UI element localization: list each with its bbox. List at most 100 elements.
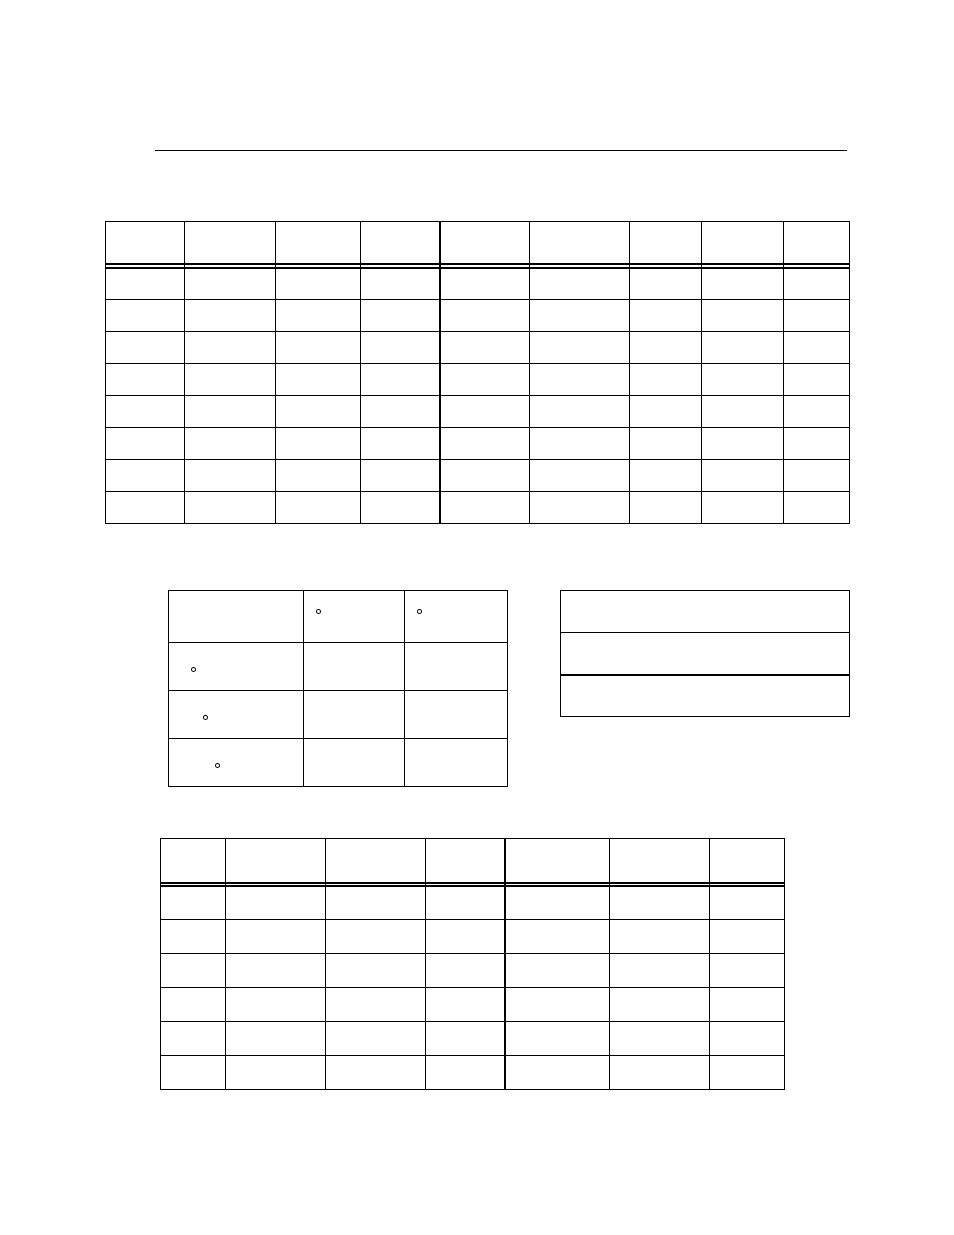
table-header-cell	[169, 591, 304, 643]
document-page	[0, 0, 954, 1235]
table-cell	[784, 364, 850, 396]
table-cell	[360, 364, 440, 396]
table-cell	[630, 396, 702, 428]
table-cell	[440, 460, 530, 492]
table-row	[561, 591, 850, 633]
table-cell	[610, 920, 710, 954]
table-cell	[702, 428, 784, 460]
table-cell	[784, 428, 850, 460]
table-cell	[784, 300, 850, 332]
table-row	[106, 300, 850, 332]
table-header-cell	[225, 839, 325, 883]
table-row	[161, 1056, 785, 1090]
table-row	[106, 396, 850, 428]
table-header-cell	[530, 222, 630, 264]
table-cell	[610, 886, 710, 920]
table-cell	[784, 396, 850, 428]
table-header-cell	[106, 222, 185, 264]
table-cell	[561, 675, 850, 717]
table-cell	[106, 268, 185, 300]
table-cell	[630, 300, 702, 332]
table-cell	[530, 300, 630, 332]
table-3	[560, 590, 850, 717]
table-cell	[275, 332, 360, 364]
table-cell	[702, 460, 784, 492]
table-cell	[275, 268, 360, 300]
table-cell	[710, 988, 785, 1022]
table-header-cell	[275, 222, 360, 264]
table-cell	[275, 428, 360, 460]
table-cell	[184, 460, 275, 492]
table-header-cell	[325, 839, 425, 883]
table-cell	[106, 300, 185, 332]
table-cell	[505, 988, 610, 1022]
table-cell	[710, 1022, 785, 1056]
table-cell	[710, 920, 785, 954]
table-cell	[440, 396, 530, 428]
table-row	[161, 1022, 785, 1056]
table-cell	[440, 492, 530, 524]
table-cell	[169, 643, 304, 691]
circle-icon	[417, 609, 422, 614]
table-cell	[161, 954, 226, 988]
table-cell	[360, 492, 440, 524]
table-row	[161, 954, 785, 988]
table-row	[561, 675, 850, 717]
table-header-cell	[702, 222, 784, 264]
table-row	[561, 633, 850, 675]
table-cell	[106, 492, 185, 524]
table-row	[161, 988, 785, 1022]
table-header-cell	[505, 839, 610, 883]
header-horizontal-rule	[155, 150, 847, 151]
table-cell	[630, 428, 702, 460]
table-cell	[225, 954, 325, 988]
table-cell	[161, 1022, 226, 1056]
table-cell	[161, 988, 226, 1022]
circle-icon	[191, 667, 196, 672]
table-cell	[610, 954, 710, 988]
table-cell	[440, 300, 530, 332]
table-row	[106, 332, 850, 364]
table-cell	[530, 268, 630, 300]
table-header-cell	[440, 222, 530, 264]
table-cell	[784, 268, 850, 300]
table-cell	[505, 886, 610, 920]
table-cell	[184, 396, 275, 428]
table-row	[161, 839, 785, 883]
circle-icon	[316, 609, 321, 614]
table-cell	[505, 1022, 610, 1056]
table-cell	[425, 988, 505, 1022]
table-header-cell	[303, 591, 405, 643]
table-cell	[702, 492, 784, 524]
table-cell	[225, 1056, 325, 1090]
table-cell	[702, 396, 784, 428]
table-cell	[440, 332, 530, 364]
table-cell	[561, 633, 850, 675]
table-header-cell	[405, 591, 508, 643]
table-cell	[161, 1056, 226, 1090]
table-cell	[702, 300, 784, 332]
table-cell	[425, 1022, 505, 1056]
table-cell	[530, 460, 630, 492]
table-header-cell	[360, 222, 440, 264]
table-cell	[325, 1022, 425, 1056]
table-cell	[184, 364, 275, 396]
table-cell	[405, 691, 508, 739]
table-row	[106, 364, 850, 396]
table-cell	[530, 396, 630, 428]
table-cell	[425, 886, 505, 920]
table-cell	[106, 460, 185, 492]
table-cell	[325, 954, 425, 988]
table-cell	[275, 460, 360, 492]
table-cell	[360, 428, 440, 460]
table-cell	[405, 643, 508, 691]
table-cell	[225, 1022, 325, 1056]
table-row	[169, 643, 508, 691]
table-row	[169, 739, 508, 787]
table-cell	[225, 988, 325, 1022]
table-cell	[702, 364, 784, 396]
table-cell	[630, 460, 702, 492]
table-cell	[325, 920, 425, 954]
table-cell	[184, 268, 275, 300]
table-cell	[184, 492, 275, 524]
